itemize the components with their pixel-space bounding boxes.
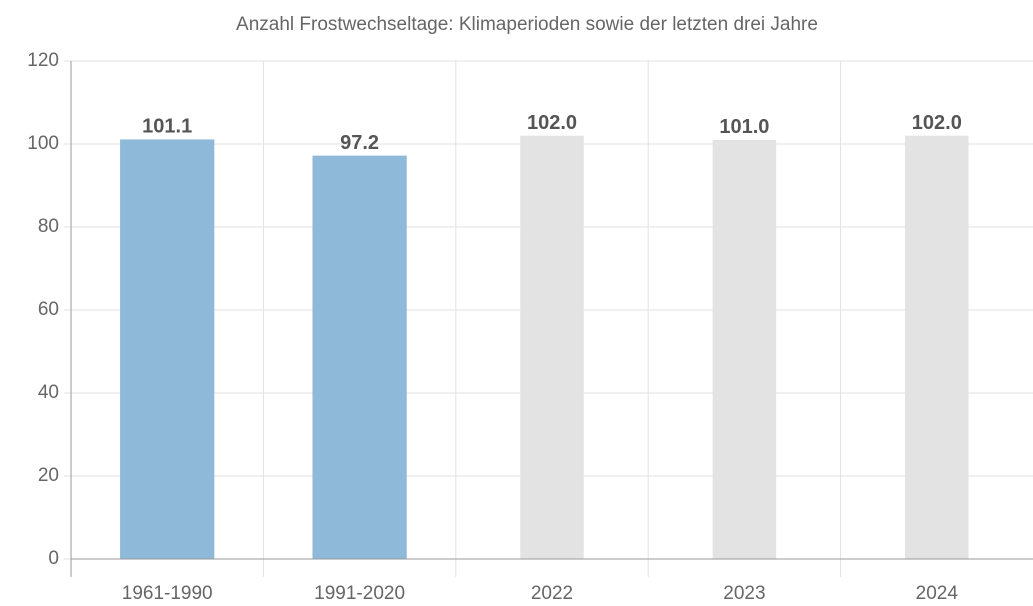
bar: [120, 139, 215, 559]
value-label: 102.0: [527, 112, 577, 134]
value-label: 97.2: [340, 132, 379, 154]
value-label: 102.0: [912, 112, 962, 134]
value-label: 101.0: [719, 116, 769, 138]
y-tick-label: 20: [38, 465, 59, 486]
y-tick-label: 80: [38, 216, 59, 237]
y-tick-label: 60: [38, 299, 59, 320]
y-tick-label: 100: [27, 133, 59, 154]
bar: [712, 139, 777, 559]
bar: [905, 135, 969, 559]
value-label: 101.1: [142, 116, 192, 138]
y-tick-label: 40: [38, 382, 59, 403]
x-tick-label: 1961-1990: [122, 583, 213, 604]
bar: [312, 155, 407, 559]
x-tick-label: 1991-2020: [314, 583, 405, 604]
x-tick-label: 2022: [531, 583, 573, 604]
chart-title: Anzahl Frostwechseltage: Klimaperioden s…: [236, 14, 818, 35]
y-tick-label: 120: [27, 50, 59, 71]
x-tick-label: 2024: [916, 583, 959, 604]
x-tick-label: 2023: [723, 583, 765, 604]
bar: [520, 135, 584, 559]
y-tick-label: 0: [48, 548, 59, 569]
